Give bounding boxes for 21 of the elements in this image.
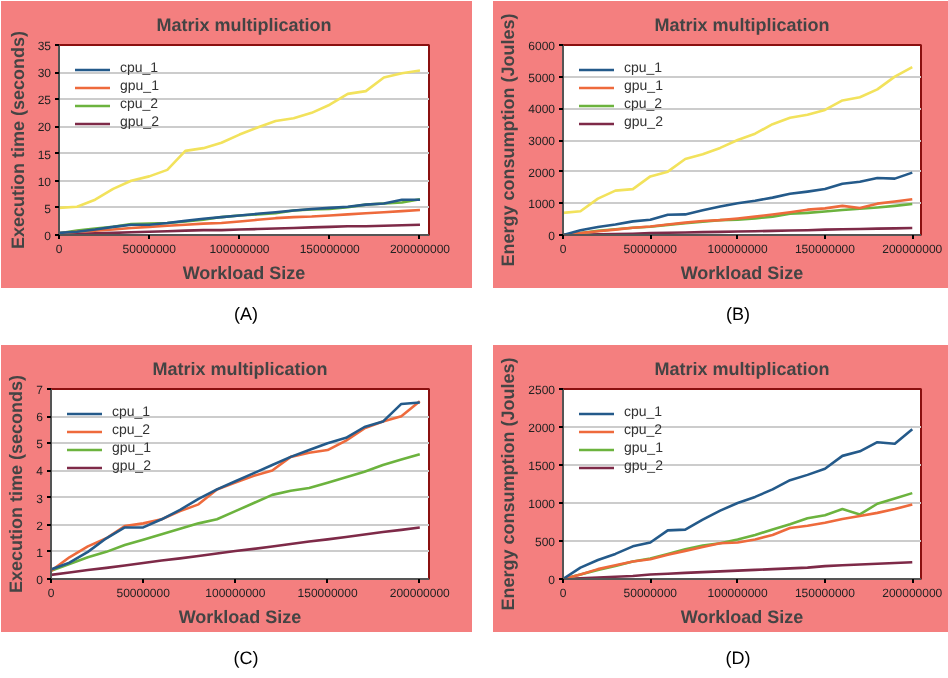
x-axis-title: Workload Size [182, 263, 306, 283]
line-series [51, 526, 422, 577]
y-axis-title: Energy consumption (Joules) [498, 13, 519, 267]
text: (C) [233, 646, 259, 672]
text: (B) [726, 302, 750, 328]
text: (A) [234, 302, 258, 328]
y-axis-title: Execution time (seconds) [6, 374, 27, 594]
line-series [563, 65, 914, 215]
x-axis-title: Workload Size [680, 263, 804, 283]
chart-title: Matrix multiplication [156, 15, 332, 35]
line-series [51, 452, 422, 573]
line-series [563, 427, 914, 579]
x-axis-title: Workload Size [178, 607, 302, 627]
chart-title: Matrix multiplication [152, 359, 328, 379]
y-axis-title: Energy consumption (Joules) [498, 357, 519, 611]
text: (D) [725, 646, 751, 672]
y-axis-title: Execution time (seconds) [7, 30, 28, 250]
chart-title: Matrix multiplication [654, 359, 830, 379]
chart-title: Matrix multiplication [654, 15, 830, 35]
line-series [563, 171, 914, 235]
x-axis-title: Workload Size [680, 607, 804, 627]
